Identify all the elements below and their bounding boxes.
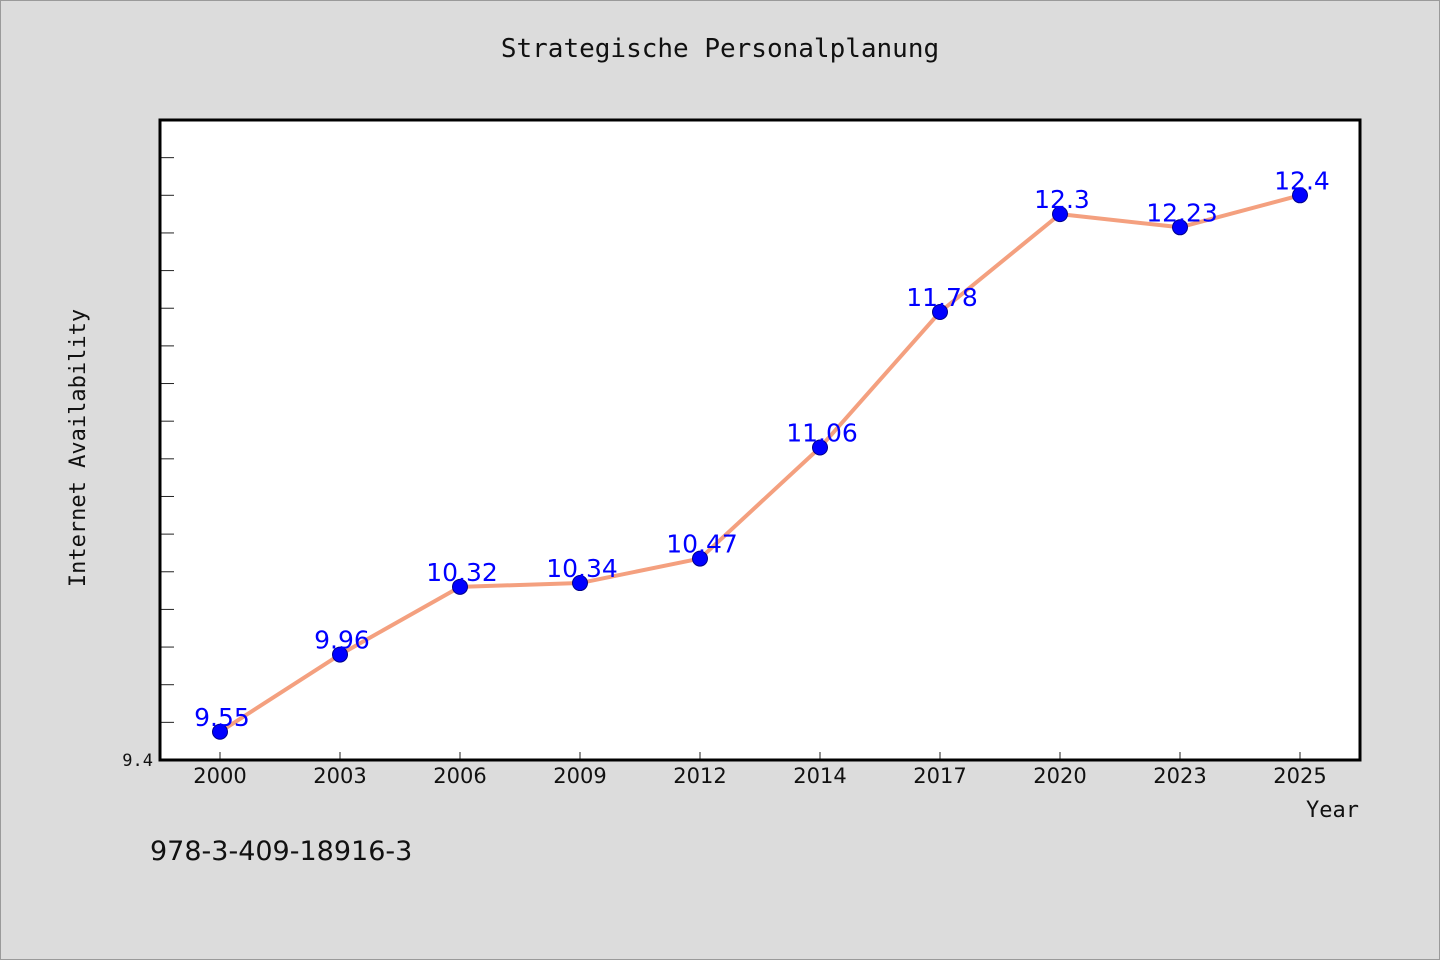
series-line [218, 193, 1301, 734]
x-tick-label: 2023 [1153, 764, 1206, 788]
x-tick-label: 2000 [193, 764, 246, 788]
data-label: 10.34 [546, 554, 618, 583]
x-tick-label: 2006 [433, 764, 486, 788]
data-point [1172, 219, 1188, 236]
x-axis-title: Year [1306, 798, 1359, 823]
data-label: 11.06 [786, 419, 858, 448]
data-point [1292, 187, 1308, 204]
x-tick-label: 2003 [313, 764, 366, 788]
x-tick-label: 2020 [1033, 764, 1086, 788]
data-point [212, 723, 228, 740]
data-label: 10.47 [666, 530, 738, 559]
data-point [572, 575, 588, 592]
data-label: 9.96 [314, 626, 370, 655]
data-label: 12.23 [1146, 198, 1218, 227]
x-tick-label: 2017 [913, 764, 966, 788]
chart-title: Strategische Personalplanung [500, 34, 940, 64]
isbn-text: 978-3-409-18916-3 [150, 836, 413, 867]
data-point [932, 304, 948, 320]
x-tick-label: 2014 [793, 764, 846, 788]
data-label: 12.3 [1034, 185, 1090, 214]
x-tick-label: 2012 [673, 764, 726, 788]
data-label: 10.32 [426, 558, 498, 587]
data-label: 12.4 [1274, 166, 1330, 195]
data-point [812, 439, 828, 456]
data-label: 11.78 [906, 283, 978, 312]
y-axis-title: Internet Availability [66, 309, 91, 587]
data-point [692, 550, 708, 567]
data-point [1052, 206, 1068, 223]
y-tick-label: 9.4 [122, 751, 153, 771]
plot-border [158, 118, 1362, 762]
x-tick-label: 2025 [1273, 764, 1326, 788]
x-tick-label: 2009 [553, 764, 606, 788]
data-point [452, 578, 468, 595]
data-label: 9.55 [194, 703, 250, 732]
data-point [332, 646, 348, 663]
